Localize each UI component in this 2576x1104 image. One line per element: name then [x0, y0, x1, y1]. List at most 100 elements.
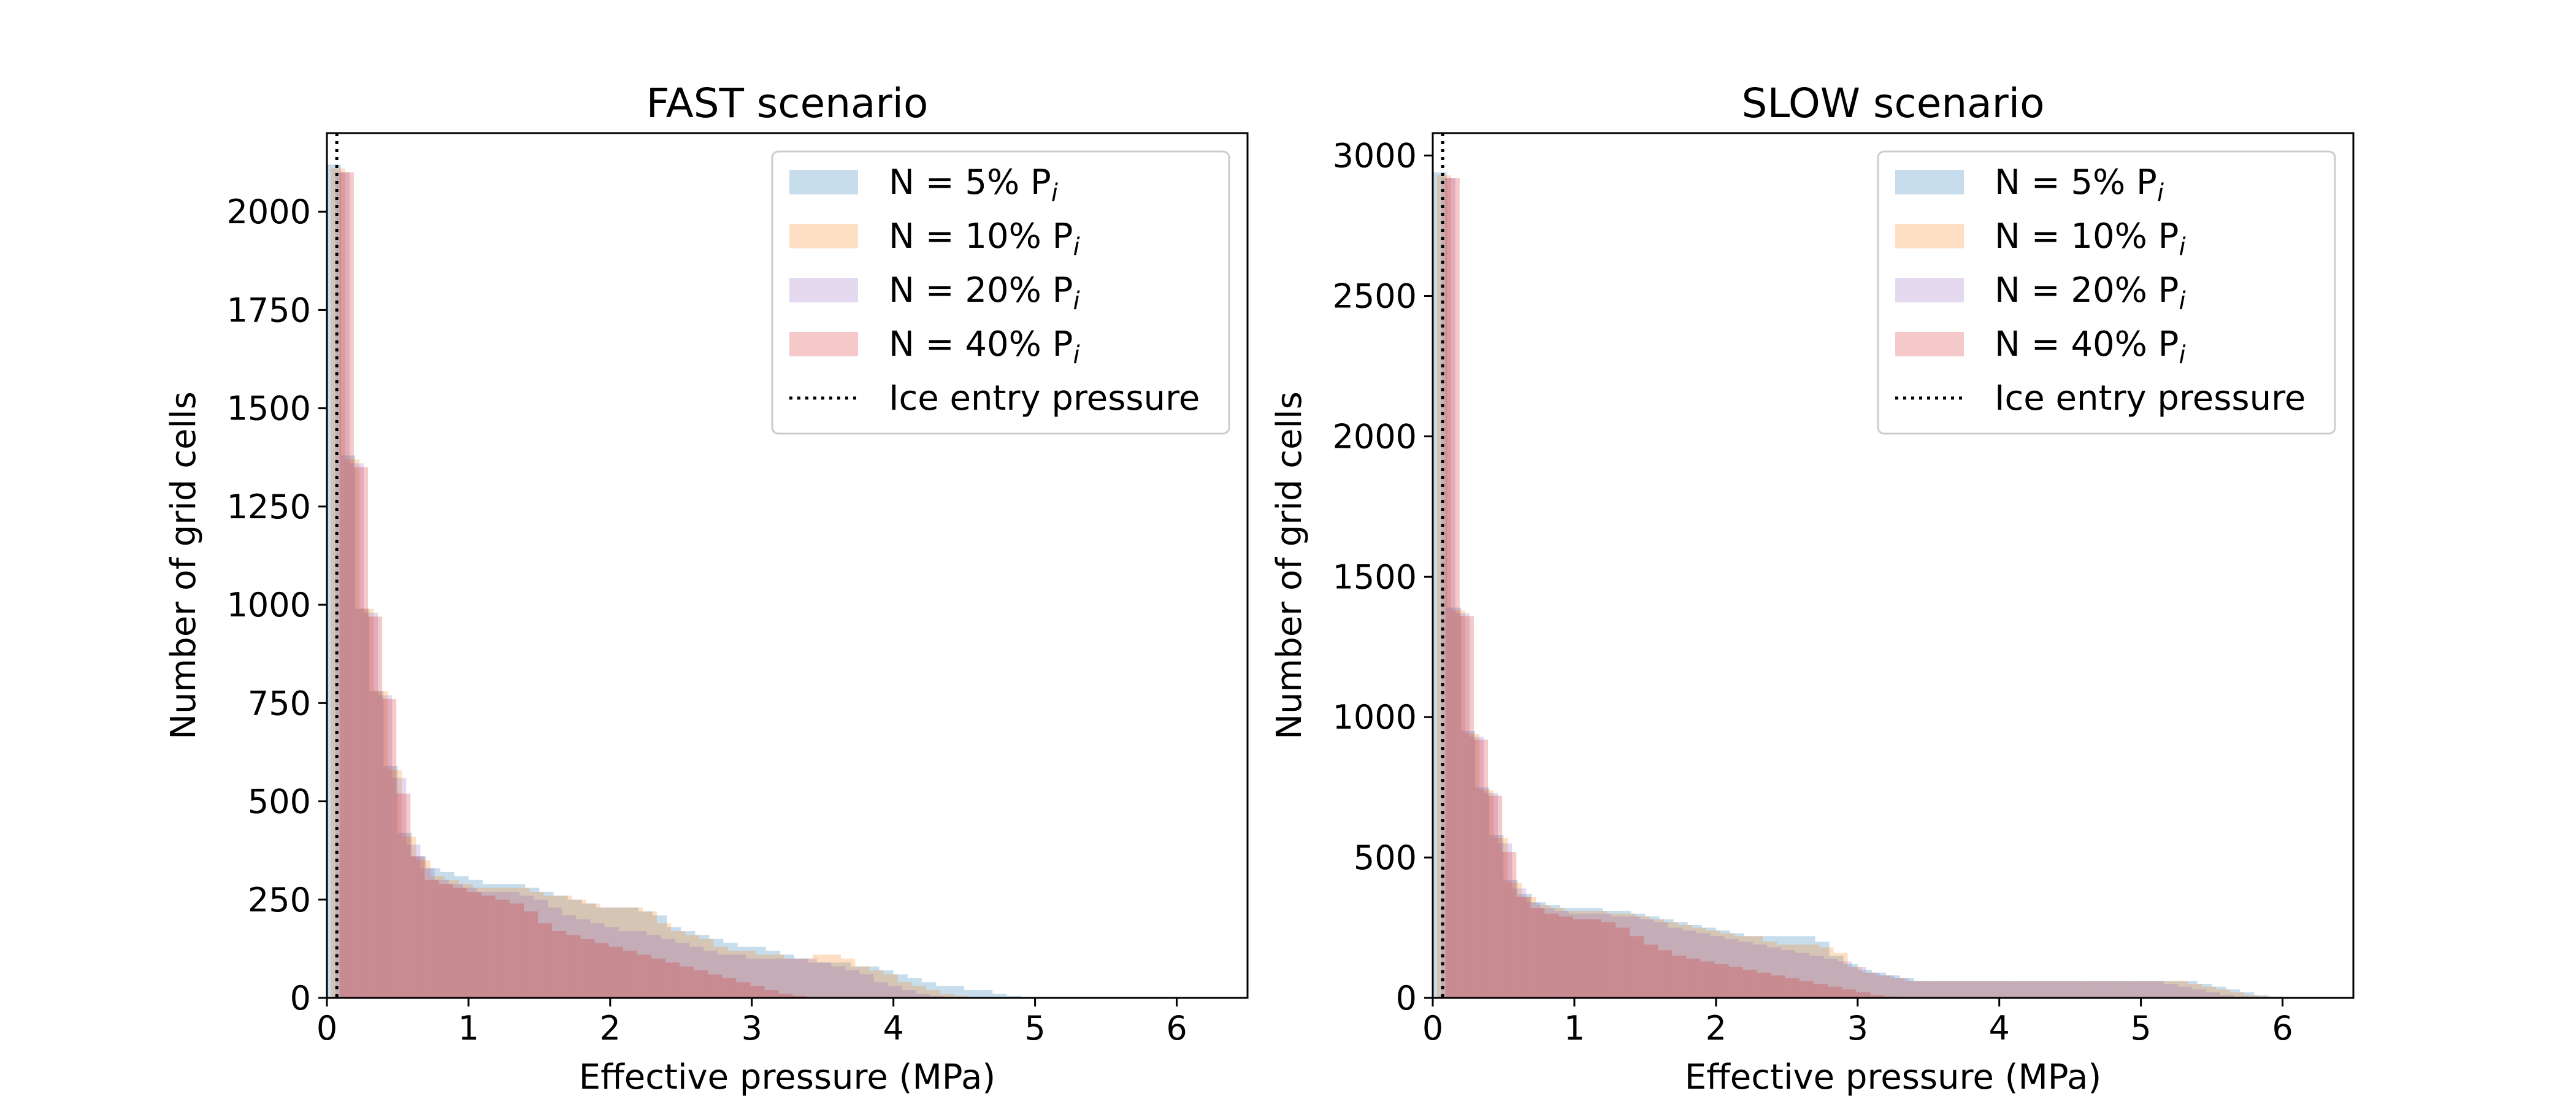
slow-histogram-bar: [1781, 950, 1796, 998]
fast-histogram-bar: [930, 995, 945, 998]
legend-subscript: i: [2179, 341, 2185, 369]
slow-histogram-bar: [1838, 961, 1852, 998]
slow-histogram-bar: [1607, 913, 1622, 998]
legend-subscript: i: [1073, 341, 1079, 369]
slow-histogram-bar: [1517, 894, 1532, 998]
fast-histogram-bar: [509, 903, 524, 998]
slow-histogram-bar: [1809, 956, 1824, 998]
slow-histogram-bar: [1621, 913, 1636, 998]
slow-histogram-bar: [1914, 981, 1929, 998]
fast-histogram-bar: [628, 907, 643, 998]
fast-histogram-bar: [623, 951, 637, 998]
slow-histogram-bar: [1544, 913, 1559, 998]
slow-histogram-bar: [1611, 916, 1626, 998]
slow-histogram-bar: [2117, 981, 2131, 998]
fast-histogram-bar: [935, 986, 951, 998]
fast-y-tick-label: 1750: [227, 291, 311, 329]
slow-histogram-bar: [1617, 911, 1631, 998]
fast-histogram-bar: [879, 970, 894, 998]
slow-histogram-bar: [1728, 967, 1743, 998]
slow-histogram-bar: [1720, 933, 1735, 998]
slow-scenario-panel: 0 1 2 3 4 5 6 0 500 1000 1500 2000 2500 3000 Effective…: [1270, 80, 2355, 1097]
fast-histogram-bar: [822, 962, 837, 998]
fast-histogram-bar: [481, 895, 496, 998]
fast-histogram-bar: [837, 962, 851, 998]
fast-histogram-bar: [434, 880, 449, 998]
fast-histogram-bar: [746, 958, 761, 998]
fast-histogram-bar: [335, 172, 350, 998]
slow-axes-frame: [1432, 132, 2355, 999]
fast-histogram-bar: [412, 856, 426, 998]
fast-histogram-bar: [695, 935, 710, 998]
fast-histogram-bar: [576, 919, 591, 998]
slow-histogram-bar: [1730, 933, 1745, 998]
slow-histogram-bar: [1531, 902, 1546, 998]
slow-histogram-bar: [1876, 975, 1890, 998]
fast-histogram-bar: [911, 986, 926, 998]
slow-histogram-bar: [1724, 938, 1739, 998]
slow-histogram-bar: [1880, 975, 1895, 998]
fast-histogram-bar: [723, 943, 738, 998]
slow-histogram-bar: [1894, 978, 1909, 998]
slow-histogram-bar: [1558, 916, 1573, 998]
slow-histogram-bar: [1847, 967, 1862, 998]
slow-histogram-bar: [1508, 883, 1522, 998]
slow-histogram-bar: [2064, 981, 2079, 998]
slow-histogram-bar: [1922, 981, 1938, 998]
slow-histogram-bar: [2031, 981, 2046, 998]
slow-histogram-bar: [1546, 905, 1560, 998]
slow-histogram-bar: [1843, 964, 1858, 998]
legend-subscript: i: [2179, 287, 2185, 315]
slow-histogram-bar: [1766, 947, 1782, 998]
fast-y-tick-label: 750: [248, 684, 311, 723]
fast-y-tick-label: 0: [290, 979, 311, 1018]
slow-histogram-bar: [2187, 984, 2202, 998]
fast-histogram-bar: [548, 907, 562, 998]
fast-histogram-bar: [538, 923, 553, 998]
slow-histogram-bar: [2254, 995, 2269, 998]
slow-histogram-bar: [2141, 981, 2155, 998]
fast-histogram-bar: [580, 938, 595, 998]
slow-legend-swatch: [1895, 170, 1964, 194]
fast-histogram-bar: [751, 946, 766, 998]
slow-histogram-bar: [2098, 981, 2113, 998]
slow-histogram-bar: [1488, 795, 1503, 998]
fast-histogram-bar: [708, 974, 723, 998]
slow-histogram-bar: [1742, 970, 1757, 998]
fast-histogram-bar: [653, 915, 667, 998]
fast-histogram-bar: [722, 978, 737, 998]
fast-histogram-bar: [341, 455, 356, 998]
slow-legend-swatch: [1895, 278, 1964, 302]
fast-histogram-bar: [367, 616, 383, 998]
fast-histogram-bar: [742, 951, 756, 998]
fast-histogram-bar: [798, 958, 813, 998]
slow-histogram-bar: [1502, 851, 1517, 998]
fast-histogram-bar: [794, 958, 809, 998]
slow-histogram-bar: [1635, 916, 1650, 998]
slow-histogram-bar: [2126, 981, 2141, 998]
fast-histogram-bar: [608, 946, 623, 998]
slow-series-1-bars: [1436, 175, 2287, 998]
fast-histogram-bar: [558, 895, 572, 998]
slow-legend: N = 5% Pi N = 10% Pi N = 20% Pi N = 40% Pi I…: [1877, 150, 2336, 435]
slow-histogram-bar: [2230, 992, 2245, 998]
slow-histogram-bar: [2107, 981, 2122, 998]
fast-histogram-bar: [808, 962, 823, 998]
fast-y-tick-label: 1250: [227, 488, 311, 526]
fast-histogram-bar: [566, 935, 581, 998]
slow-histogram-bar: [1823, 958, 1838, 998]
fast-histogram-bar: [679, 966, 694, 998]
fast-histogram-bar: [424, 880, 439, 998]
fast-histogram-bar: [667, 927, 681, 998]
fast-histogram-bar: [364, 612, 378, 998]
fast-histogram-bar: [778, 994, 793, 998]
fast-histogram-bar: [1006, 995, 1021, 998]
fast-histogram-bar: [448, 884, 463, 998]
slow-histogram-bar: [1763, 941, 1777, 998]
slow-histogram-bar: [1673, 922, 1688, 998]
fast-histogram-bar: [851, 966, 865, 998]
slow-histogram-bar: [2093, 981, 2107, 998]
fast-histogram-bar: [572, 899, 586, 998]
fast-histogram-bar: [519, 895, 534, 998]
slow-histogram-bar: [1436, 175, 1452, 998]
